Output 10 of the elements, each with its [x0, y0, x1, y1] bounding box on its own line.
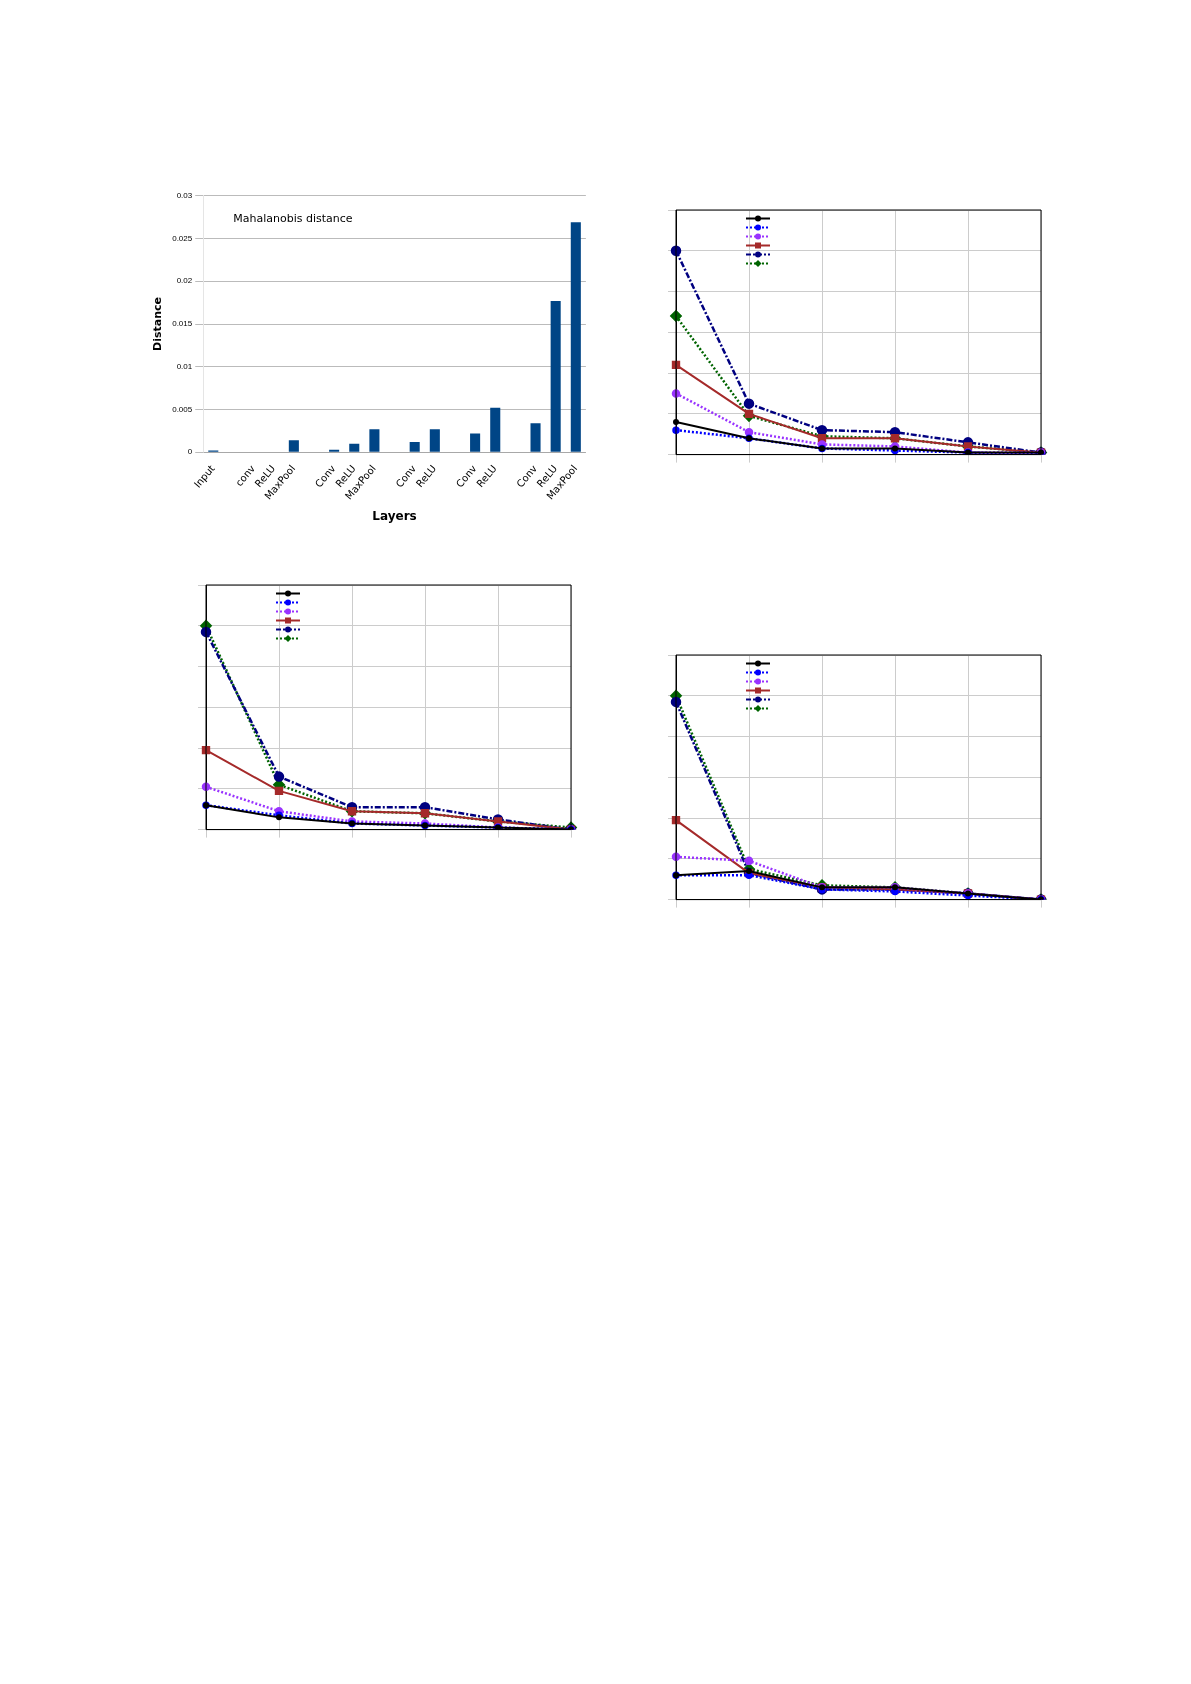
- y-tick-label: 0: [187, 447, 193, 457]
- y-tick-label: 0.015: [172, 319, 193, 329]
- annotation: Mahalanobis distance: [233, 212, 353, 226]
- y-tick-label: 0.01: [176, 361, 193, 371]
- y-tick-label: 0.025: [172, 233, 193, 243]
- x-axis-title: Layers: [372, 508, 417, 523]
- y-tick-label: 0.03: [176, 191, 193, 200]
- y-axis-title: Distance: [151, 297, 165, 351]
- y-tick-label: 0.005: [172, 404, 193, 414]
- y-tick-label: 0.02: [176, 276, 193, 286]
